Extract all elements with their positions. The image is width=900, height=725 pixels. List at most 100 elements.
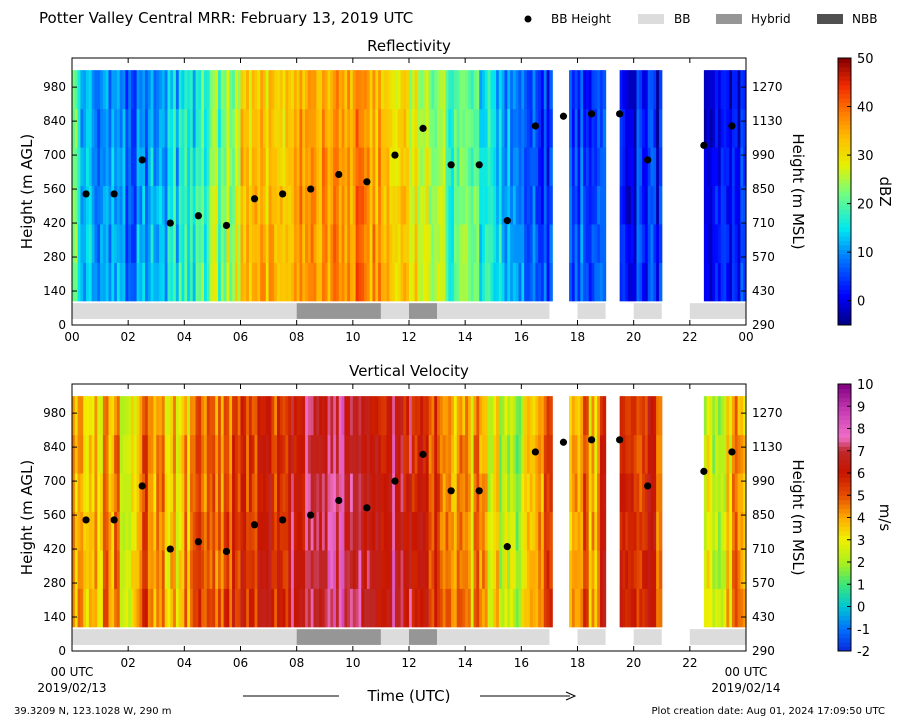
bb-height-point [195,212,202,219]
colorbar-step [838,125,851,130]
y-tick-label: 0 [58,644,66,658]
bb-height-point [363,178,370,185]
legend-nbb-label: NBB [852,12,877,26]
heatmap-cell [603,473,606,512]
colorbar-tick-label: 50 [857,52,874,67]
y-tick-label: 420 [43,216,66,230]
colorbar-step [838,411,851,416]
bb-type-segment-bb [437,303,549,319]
y2-tick-label: 570 [752,576,775,590]
bb-height-point [728,448,735,455]
colorbar-tick-label: 10 [857,246,874,261]
heatmap-cell [603,224,606,263]
y-tick-label: 700 [43,148,66,162]
bb-height-point [111,190,118,197]
bb-height-point [504,217,511,224]
y2-tick-label: 430 [752,610,775,624]
colorbar-step [838,615,851,620]
x-start-label: 00 UTC [51,665,94,679]
x-tick-label: 12 [401,330,416,344]
colorbar-step [838,120,851,125]
y-tick-label: 140 [43,284,66,298]
legend-bb-height-marker [525,16,532,23]
x-tick-label: 00 [738,330,753,344]
colorbar-step [838,232,851,237]
colorbar-step [838,258,851,263]
colorbar-step [838,218,851,223]
heatmap-cell [549,147,552,186]
colorbar-step [838,178,851,183]
colorbar-step [838,482,851,487]
colorbar-step [838,134,851,139]
colorbar-step [838,437,851,442]
heatmap-cell [659,473,662,512]
y2-tick-label: 710 [752,542,775,556]
bb-height-point [307,185,314,192]
x-tick-label: 00 [64,330,79,344]
x-tick-label: 02 [121,656,136,670]
x-tick-label: 08 [289,656,304,670]
x-tick-label: 10 [345,656,360,670]
colorbar-step [838,160,851,165]
bb-type-segment-hybrid [297,303,381,319]
colorbar-tick-label: 3 [857,534,865,549]
colorbar-step [838,433,851,438]
colorbar-step [838,111,851,116]
x-tick-label: 06 [233,656,248,670]
y2-tick-label: 1130 [752,114,783,128]
bb-height-point [700,468,707,475]
bb-height-point [419,125,426,132]
colorbar-step [838,281,851,286]
colorbar-tick-label: 40 [857,101,874,116]
bb-height-point [223,548,230,555]
bb-height-point [167,219,174,226]
colorbar-step [838,526,851,531]
colorbar-tick-label: 4 [857,512,865,527]
heatmap-cell [549,396,552,435]
colorbar-step [838,80,851,85]
colorbar-step [838,642,851,647]
bb-height-point [307,511,314,518]
heatmap-cell [659,396,662,435]
bb-height-point [139,156,146,163]
colorbar-tick-label: -1 [857,623,870,638]
colorbar-step [838,165,851,170]
colorbar-step [838,473,851,478]
bb-height-point [644,482,651,489]
colorbar-tick-label: 7 [857,445,865,460]
colorbar-step [838,169,851,174]
colorbar-step [838,566,851,571]
colorbar-step [838,629,851,634]
y2-tick-label: 850 [752,182,775,196]
colorbar-step [838,129,851,134]
bb-height-point [588,110,595,117]
colorbar-step [838,455,851,460]
heatmap-cell [659,550,662,589]
colorbar-step [838,183,851,188]
colorbar-tick-label: 10 [857,378,874,393]
colorbar-step [838,192,851,197]
y2-tick-label: 710 [752,216,775,230]
reflectivity-ylabel: Height (m AGL) [18,134,36,249]
heatmap-cell [603,262,606,301]
x-tick-label: 12 [401,656,416,670]
heatmap-cell [603,550,606,589]
x-tick-label: 20 [626,330,641,344]
bb-type-segment-bb [690,303,746,319]
colorbar-step [838,611,851,616]
legend-bb-height-label: BB Height [551,12,611,26]
heatmap-cell [603,511,606,550]
colorbar-step [838,393,851,398]
x-tick-label: 18 [570,656,585,670]
colorbar-step [838,464,851,469]
colorbar-step [838,451,851,456]
colorbar-step [838,303,851,308]
colorbar-step [838,107,851,112]
colorbar-step [838,500,851,505]
colorbar-step [838,276,851,281]
heatmap-cell [659,224,662,263]
y2-tick-label: 850 [752,508,775,522]
colorbar-tick-label: 8 [857,423,865,438]
colorbar-tick-label: 30 [857,149,874,164]
x-tick-label: 22 [682,330,697,344]
